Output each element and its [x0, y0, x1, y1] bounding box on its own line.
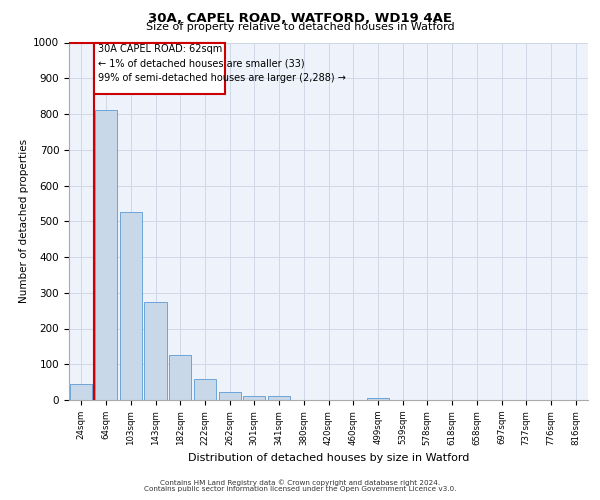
Bar	[95, 110, 117, 400]
Bar	[218, 392, 241, 400]
Bar	[268, 396, 290, 400]
Text: Contains HM Land Registry data © Crown copyright and database right 2024.
Contai: Contains HM Land Registry data © Crown c…	[144, 479, 456, 492]
Bar	[169, 356, 191, 400]
Y-axis label: Number of detached properties: Number of detached properties	[19, 139, 29, 304]
Text: Size of property relative to detached houses in Watford: Size of property relative to detached ho…	[146, 22, 454, 32]
Bar	[194, 378, 216, 400]
Text: 30A CAPEL ROAD: 62sqm
← 1% of detached houses are smaller (33)
99% of semi-detac: 30A CAPEL ROAD: 62sqm ← 1% of detached h…	[98, 44, 346, 83]
Text: 30A, CAPEL ROAD, WATFORD, WD19 4AE: 30A, CAPEL ROAD, WATFORD, WD19 4AE	[148, 12, 452, 26]
Bar	[243, 396, 265, 400]
Bar	[119, 212, 142, 400]
Bar	[145, 302, 167, 400]
Bar	[367, 398, 389, 400]
Bar	[94, 42, 225, 94]
X-axis label: Distribution of detached houses by size in Watford: Distribution of detached houses by size …	[188, 453, 469, 463]
Bar	[70, 384, 92, 400]
